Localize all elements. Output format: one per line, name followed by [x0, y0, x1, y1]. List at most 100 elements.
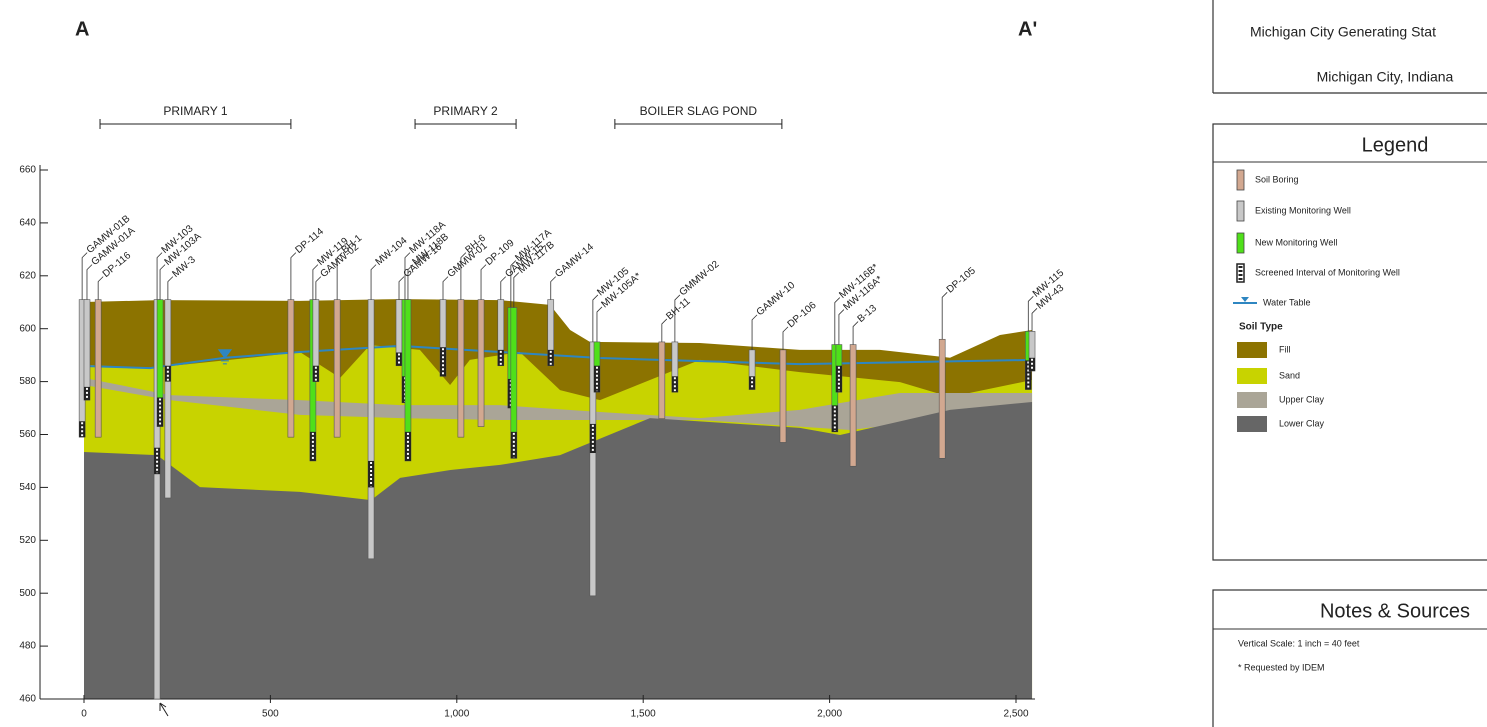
y-tick-label: 580 — [19, 376, 36, 387]
area-bracket — [100, 119, 291, 129]
legend-title: Legend — [1362, 134, 1429, 156]
label-leader — [662, 319, 667, 342]
well-label: GMMW-02 — [677, 259, 721, 299]
north-arrow — [160, 703, 168, 716]
legend-swatch — [1237, 368, 1267, 384]
label-leader — [597, 307, 602, 342]
label-leader — [160, 265, 165, 300]
section-end: A' — [1018, 18, 1037, 40]
label-leader — [501, 277, 506, 300]
y-tick-label: 600 — [19, 323, 36, 334]
label-leader — [313, 265, 318, 300]
legend-swatch — [1237, 342, 1267, 358]
y-tick-label: 540 — [19, 482, 36, 493]
legend-heading: Soil Type — [1239, 322, 1283, 333]
well-label: DP-114 — [293, 226, 326, 256]
legend-label: Existing Monitoring Well — [1255, 205, 1351, 215]
well-casing — [939, 339, 945, 458]
x-tick-label: 2,500 — [1003, 709, 1028, 720]
well-casing — [95, 300, 101, 438]
y-tick-label: 500 — [19, 588, 36, 599]
notes-title: Notes & Sources — [1320, 600, 1470, 622]
legend-swatch — [1237, 170, 1244, 190]
note: * Requested by IDEM — [1238, 662, 1325, 672]
legend-swatch — [1237, 416, 1267, 432]
legend-swatch — [1237, 233, 1244, 253]
label-leader — [443, 277, 448, 300]
y-tick-label: 660 — [19, 165, 36, 176]
well-label: GAMW-14 — [553, 241, 596, 280]
well-label: MW-104 — [374, 235, 410, 268]
area-label: PRIMARY 1 — [163, 104, 228, 118]
title-line: Michigan City Generating Stat — [1250, 24, 1436, 40]
label-leader — [98, 277, 103, 300]
legend-label: Water Table — [1263, 297, 1311, 307]
label-leader — [853, 322, 858, 345]
well-casing — [288, 300, 294, 438]
y-tick-label: 560 — [19, 429, 36, 440]
well-label: B-13 — [856, 303, 880, 325]
legend-label: Fill — [1279, 344, 1291, 354]
well-casing — [368, 300, 374, 559]
legend-label: Lower Clay — [1279, 418, 1325, 428]
label-leader — [551, 277, 556, 300]
plot — [84, 299, 1032, 699]
well-casing — [659, 342, 665, 419]
title-block: Michigan City Generating Stat Michigan C… — [1213, 0, 1487, 93]
x-tick-label: 2,000 — [817, 709, 842, 720]
area-bracket — [415, 119, 516, 129]
well-casing — [850, 345, 856, 467]
y-tick-label: 480 — [19, 641, 36, 652]
label-leader — [371, 265, 376, 300]
well-label: BH-11 — [664, 296, 693, 322]
legend-label: Upper Clay — [1279, 394, 1325, 404]
label-leader — [783, 327, 788, 350]
well-casing — [84, 300, 90, 401]
section-start: A — [75, 18, 89, 40]
x-tick-label: 500 — [262, 709, 279, 720]
page: A A' Michigan City Generating Stat Michi… — [0, 0, 1487, 727]
well-casing — [780, 350, 786, 443]
legend-swatch — [1237, 392, 1267, 408]
y-tick-label: 460 — [19, 694, 36, 705]
notes-box: Notes & Sources Vertical Scale: 1 inch =… — [1213, 590, 1487, 727]
label-leader — [82, 253, 87, 300]
label-leader — [1032, 308, 1037, 331]
legend-swatch — [1241, 297, 1249, 302]
label-leader — [87, 265, 92, 300]
label-leader — [481, 265, 486, 300]
well-label: DP-106 — [786, 300, 819, 331]
cross-section-figure: A A' Michigan City Generating Stat Michi… — [0, 0, 1487, 727]
well-label: GAMW-10 — [755, 280, 798, 319]
label-leader — [316, 277, 321, 300]
x-tick-label: 0 — [81, 709, 87, 720]
legend-label: Sand — [1279, 370, 1300, 380]
label-leader — [1028, 296, 1033, 331]
area-bracket — [615, 119, 782, 129]
y-tick-label: 520 — [19, 535, 36, 546]
area-label: BOILER SLAG POND — [640, 104, 758, 118]
label-leader — [157, 253, 162, 300]
well-casing — [165, 300, 171, 498]
label-leader — [942, 292, 947, 339]
x-tick-label: 1,500 — [631, 709, 656, 720]
area-label: PRIMARY 2 — [433, 104, 498, 118]
well-casing — [478, 300, 484, 427]
label-leader — [399, 277, 404, 300]
legend-swatch — [1237, 201, 1244, 221]
well-casing — [334, 300, 340, 438]
well-label: DP-105 — [945, 265, 978, 296]
title-line: Michigan City, Indiana — [1317, 69, 1454, 85]
legend-label: Screened Interval of Monitoring Well — [1255, 267, 1400, 277]
legend-label: New Monitoring Well — [1255, 237, 1337, 247]
note: Vertical Scale: 1 inch = 40 feet — [1238, 638, 1360, 648]
label-leader — [168, 277, 173, 300]
legend-label: Soil Boring — [1255, 174, 1299, 184]
y-tick-label: 620 — [19, 270, 36, 281]
well-casing — [458, 300, 464, 438]
label-leader — [291, 253, 296, 300]
y-tick-label: 640 — [19, 218, 36, 229]
label-leader — [839, 310, 844, 345]
x-tick-label: 1,000 — [444, 709, 469, 720]
label-leader — [752, 315, 757, 350]
